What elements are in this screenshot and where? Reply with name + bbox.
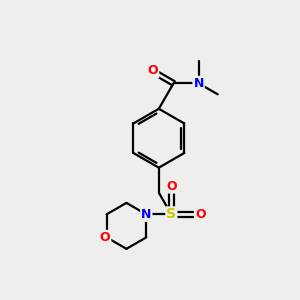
Text: S: S <box>166 207 176 221</box>
Text: N: N <box>194 77 204 90</box>
Text: O: O <box>100 231 110 244</box>
Text: O: O <box>166 180 177 193</box>
Text: O: O <box>148 64 158 77</box>
Text: N: N <box>141 208 152 221</box>
Text: O: O <box>195 208 206 221</box>
